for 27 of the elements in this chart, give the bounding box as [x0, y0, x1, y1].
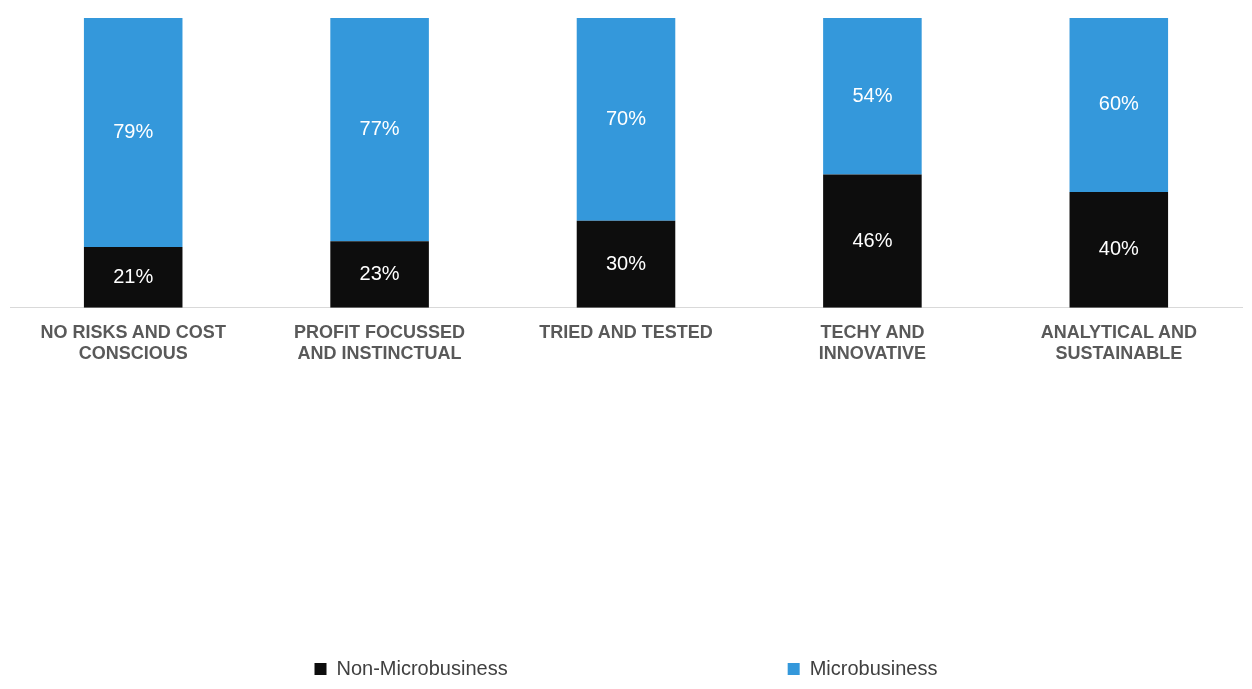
bar: [823, 18, 922, 175]
bar: [83, 246, 183, 308]
data-label: 23%: [359, 261, 400, 284]
bar: [330, 241, 429, 308]
x-tick-label: PROFIT FOCUSSED AND INSTINCTUAL: [294, 321, 466, 364]
x-tick-label: TECHY AND INNOVATIVE: [818, 321, 927, 364]
data-label: 79%: [113, 119, 154, 142]
data-label: 46%: [852, 228, 893, 251]
bar: [83, 18, 183, 247]
data-label: 54%: [852, 83, 893, 106]
data-label: 21%: [113, 264, 154, 287]
x-tick-label: NO RISKS AND COST CONSCIOUS: [40, 321, 226, 364]
legend-label: Microbusiness: [809, 656, 938, 679]
bar: [576, 18, 676, 221]
bar: [330, 18, 429, 242]
x-tick-label: TRIED AND TESTED: [539, 321, 713, 342]
data-label: 30%: [605, 251, 647, 274]
bar: [1069, 18, 1169, 192]
legend-label: Non-Microbusiness: [336, 656, 508, 679]
x-tick-label: ANALYTICAL AND SUSTAINABLE: [1040, 321, 1197, 364]
bar: [1069, 191, 1169, 308]
data-label: 60%: [1098, 92, 1140, 115]
bar: [576, 220, 676, 308]
data-label: 70%: [605, 106, 647, 129]
data-label: 77%: [359, 117, 400, 140]
data-label: 40%: [1098, 237, 1140, 260]
bar: [823, 174, 922, 308]
